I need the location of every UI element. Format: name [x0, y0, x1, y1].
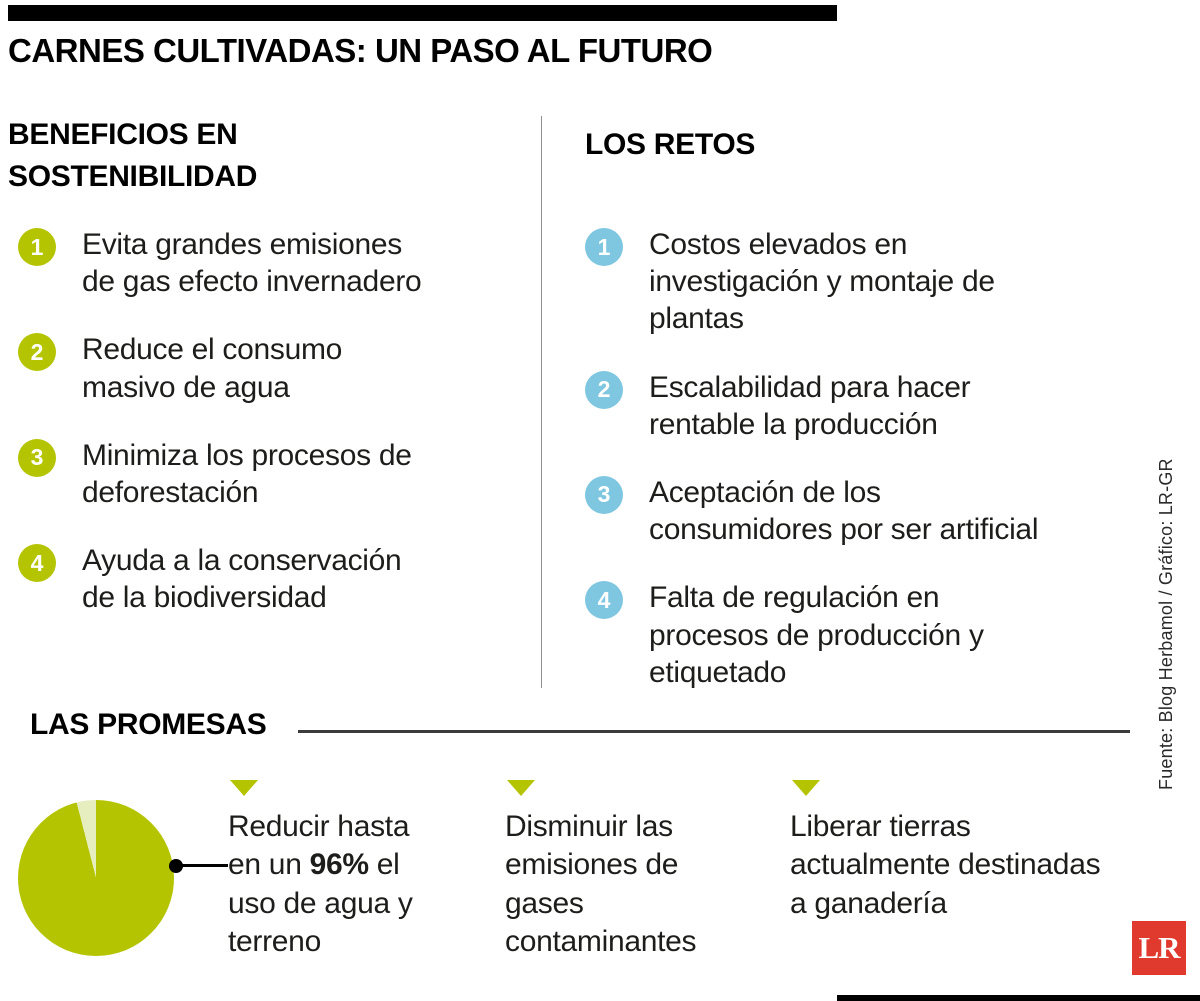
challenge-item-2: 2 Escalabilidad para hacer rentable la p…	[585, 369, 1145, 443]
down-triangle-icon	[792, 780, 820, 796]
challenge-number-badge: 2	[585, 370, 623, 409]
promise-text: Liberar tierras actualmente destinadas a…	[790, 810, 1101, 920]
bottom-rule-bar	[837, 995, 1200, 1001]
column-divider	[541, 116, 542, 688]
benefits-heading: BENEFICIOS EN SOSTENIBILIDAD	[8, 118, 258, 193]
benefit-number-badge: 4	[18, 544, 56, 583]
down-triangle-icon	[230, 780, 258, 796]
promise-item-1: Reducir hasta en un 96% el uso de agua y…	[228, 780, 478, 962]
promise-highlight: 96%	[309, 848, 369, 882]
promises-heading: LAS PROMESAS	[30, 708, 267, 741]
promise-text: Disminuir las emisiones de gases contami…	[505, 810, 697, 959]
benefit-text: Evita grandes emisiones de gas efecto in…	[82, 228, 422, 299]
source-credit: Fuente: Blog Herbamol / Gráfico: LR-GR	[1156, 458, 1176, 790]
promise-text-segment: Reducir hasta en un	[228, 810, 410, 882]
down-triangle-icon	[507, 780, 535, 796]
benefit-item-3: 3 Minimiza los procesos de deforestación	[18, 437, 498, 511]
benefit-number-badge: 1	[18, 228, 56, 266]
challenge-text: Costos elevados en investigación y monta…	[649, 228, 995, 336]
promises-rule	[298, 730, 1130, 733]
promise-text-segment: el uso de agua y terreno	[228, 848, 413, 959]
challenge-item-4: 4 Falta de regulación en procesos de pro…	[585, 579, 1145, 691]
challenge-text: Aceptación de los consumidores por ser a…	[649, 475, 1039, 547]
challenge-item-3: 3 Aceptación de los consumidores por ser…	[585, 474, 1145, 548]
challenge-text: Falta de regulación en procesos de produ…	[649, 581, 984, 689]
benefit-text: Reduce el consumo masivo de agua	[82, 333, 343, 404]
benefit-item-2: 2 Reduce el consumo masivo de agua	[18, 331, 498, 405]
challenge-number-badge: 1	[585, 228, 623, 266]
benefit-item-4: 4 Ayuda a la conservación de la biodiver…	[18, 542, 498, 616]
benefit-number-badge: 2	[18, 333, 56, 372]
challenges-heading: LOS RETOS	[585, 128, 756, 161]
callout-line	[181, 864, 228, 867]
promise-item-2: Disminuir las emisiones de gases contami…	[505, 780, 765, 962]
challenges-list: 1 Costos elevados en investigación y mon…	[585, 226, 1145, 691]
challenge-number-badge: 4	[585, 581, 623, 620]
benefit-text: Minimiza los procesos de deforestación	[82, 438, 412, 509]
benefit-item-1: 1 Evita grandes emisiones de gas efecto …	[18, 226, 498, 300]
challenge-item-1: 1 Costos elevados en investigación y mon…	[585, 226, 1145, 338]
lr-logo: LR	[1132, 921, 1186, 975]
promise-text: Reducir hasta en un 96% el uso de agua y…	[228, 808, 413, 962]
page-title: CARNES CULTIVADAS: UN PASO AL FUTURO	[8, 32, 713, 69]
challenge-number-badge: 3	[585, 475, 623, 514]
benefit-text: Ayuda a la conservación de la biodiversi…	[82, 544, 402, 615]
promise-item-3: Liberar tierras actualmente destinadas a…	[790, 780, 1180, 923]
benefits-list: 1 Evita grandes emisiones de gas efecto …	[18, 226, 498, 617]
challenge-text: Escalabilidad para hacer rentable la pro…	[649, 370, 971, 441]
callout-dot	[169, 859, 183, 873]
top-rule-bar	[8, 5, 837, 21]
pie-chart	[18, 800, 174, 956]
benefit-number-badge: 3	[18, 438, 56, 477]
